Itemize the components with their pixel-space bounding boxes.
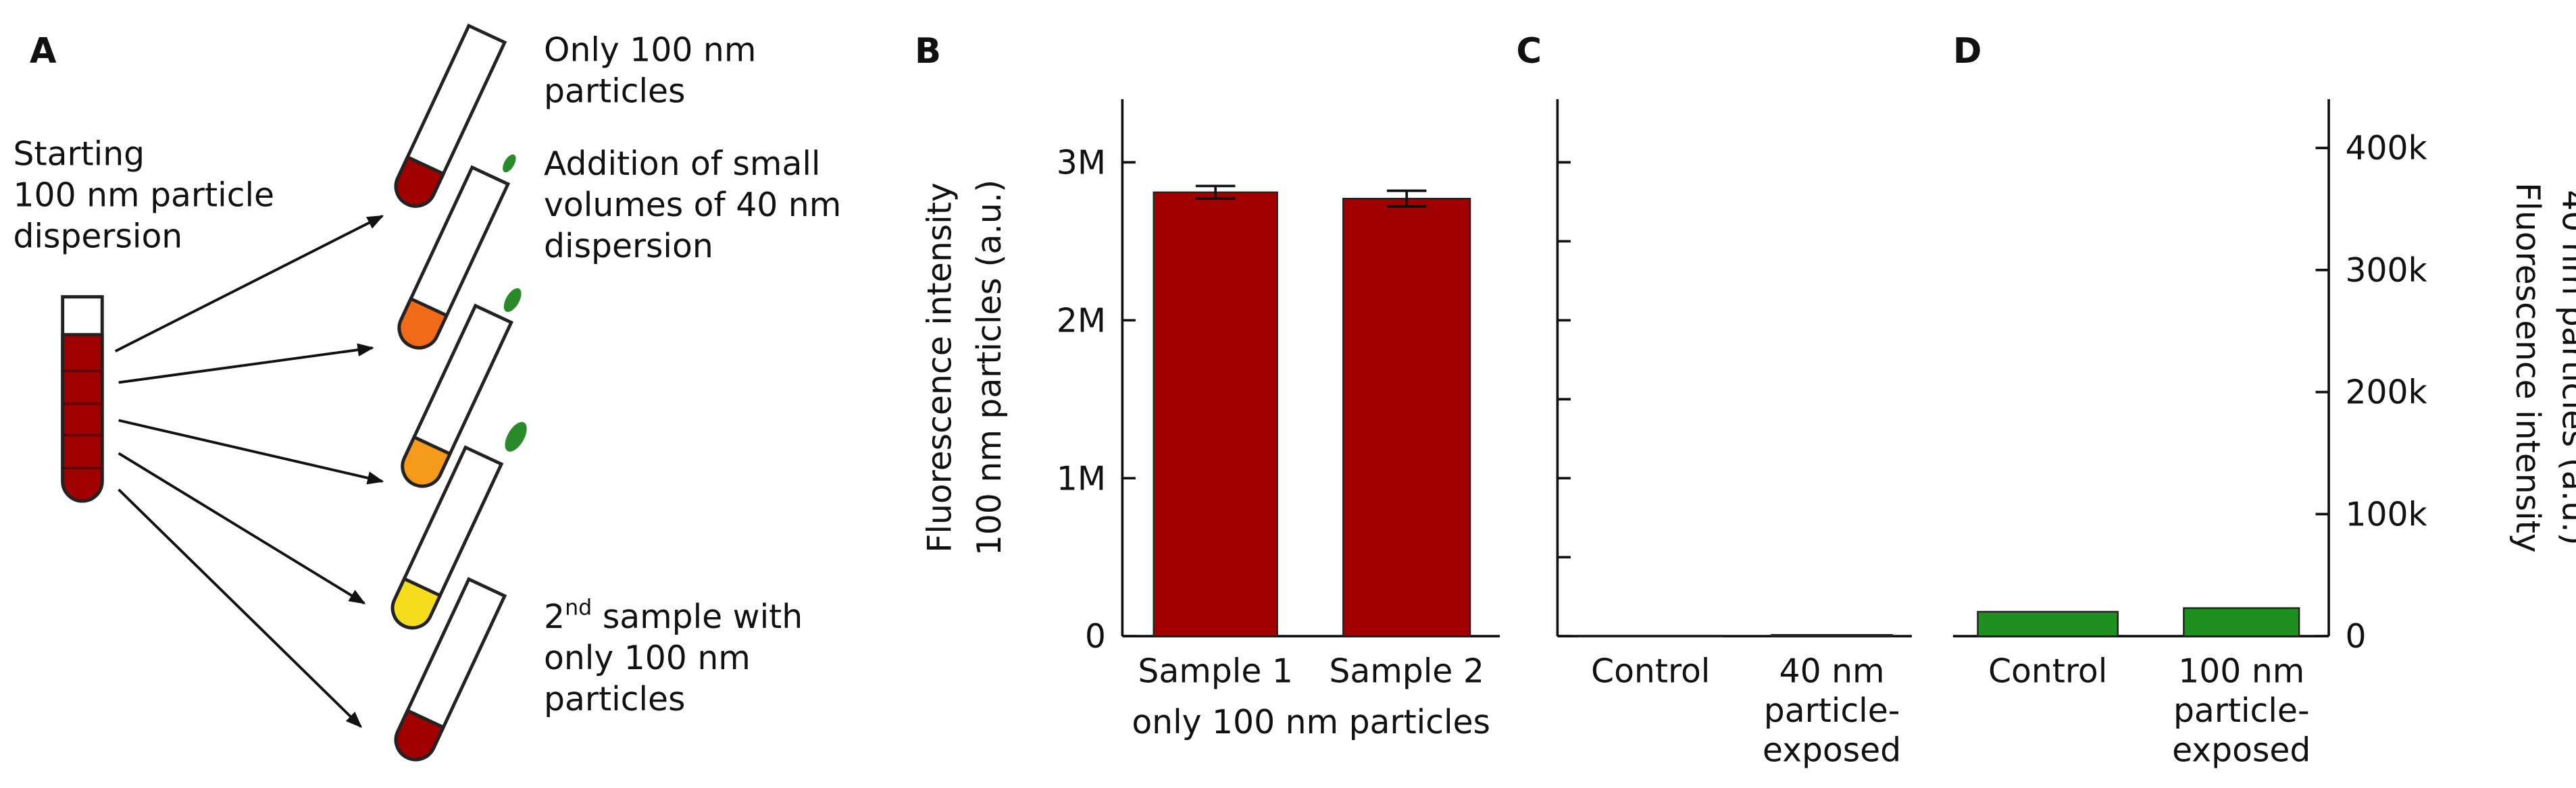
y-axis-label: Fluorescence intensity: [2508, 182, 2547, 552]
error-bar: [1195, 184, 1236, 201]
middle-label: dispersion: [544, 227, 713, 265]
start-label: 100 nm particle: [14, 176, 275, 214]
y-tick-label: 0: [2345, 617, 2366, 656]
x-tick-label: particle-: [2173, 691, 2310, 730]
drops: [503, 154, 527, 452]
bottom-label: only 100 nm: [544, 639, 751, 677]
y-tick-label: 400k: [2345, 129, 2427, 167]
y-tick-label: 0: [1085, 617, 1106, 656]
x-axis-label: only 100 nm particles: [1132, 703, 1490, 741]
panel-a: A Starting 100 nm particle dispersion On…: [14, 23, 841, 762]
y-tick-label: 300k: [2345, 251, 2427, 290]
start-tube: [61, 295, 104, 503]
y-tick-label: 1M: [1057, 459, 1106, 498]
bottom-label-sup: nd: [565, 596, 592, 620]
y-axis-label: 100 nm particles (a.u.): [970, 180, 1009, 556]
bar: [2183, 607, 2300, 637]
bar: [1771, 634, 1893, 637]
start-label: dispersion: [14, 217, 183, 255]
x-tick-label: exposed: [2172, 731, 2310, 770]
x-tick-label: Control: [1591, 652, 1710, 690]
y-axis-label: 40 nm particles (a.u.): [2554, 190, 2576, 545]
start-label: Starting: [14, 134, 145, 173]
panel-label: A: [30, 31, 57, 72]
panel-label: D: [1953, 31, 1982, 72]
y-tick-label: 2M: [1057, 301, 1106, 340]
panel-label: C: [1516, 31, 1542, 72]
bar: [1977, 610, 2119, 637]
y-tick-label: 100k: [2345, 495, 2427, 533]
x-tick-label: Control: [1988, 652, 2107, 690]
error-bar: [1386, 189, 1427, 208]
arrows: [114, 215, 384, 728]
x-tick-label: particle-: [1764, 691, 1900, 730]
y-axis-label: Fluorescence intensity: [921, 182, 959, 552]
bar: [1342, 197, 1471, 637]
x-tick-label: 100 nm: [2178, 652, 2304, 690]
y-tick-label: 3M: [1057, 143, 1106, 182]
panel-label: B: [915, 31, 941, 72]
top-label: particles: [544, 72, 685, 111]
middle-label: volumes of 40 nm: [544, 186, 841, 224]
x-tick-label: exposed: [1763, 731, 1901, 770]
tubes: [390, 23, 514, 762]
x-tick-label: Sample 1: [1138, 652, 1292, 690]
bar: [1153, 191, 1278, 637]
x-tick-label: Sample 2: [1329, 652, 1484, 690]
top-label: Only 100 nm: [544, 31, 756, 70]
bar: [1577, 635, 1723, 637]
bottom-label: 2nd sample with: [544, 596, 803, 636]
bottom-label-part: 2: [544, 598, 565, 636]
bottom-label: particles: [544, 680, 685, 718]
middle-label: Addition of small: [544, 145, 820, 183]
bottom-label-part: sample with: [592, 598, 803, 636]
y-tick-label: 200k: [2345, 373, 2427, 412]
x-tick-label: 40 nm: [1779, 652, 1885, 690]
